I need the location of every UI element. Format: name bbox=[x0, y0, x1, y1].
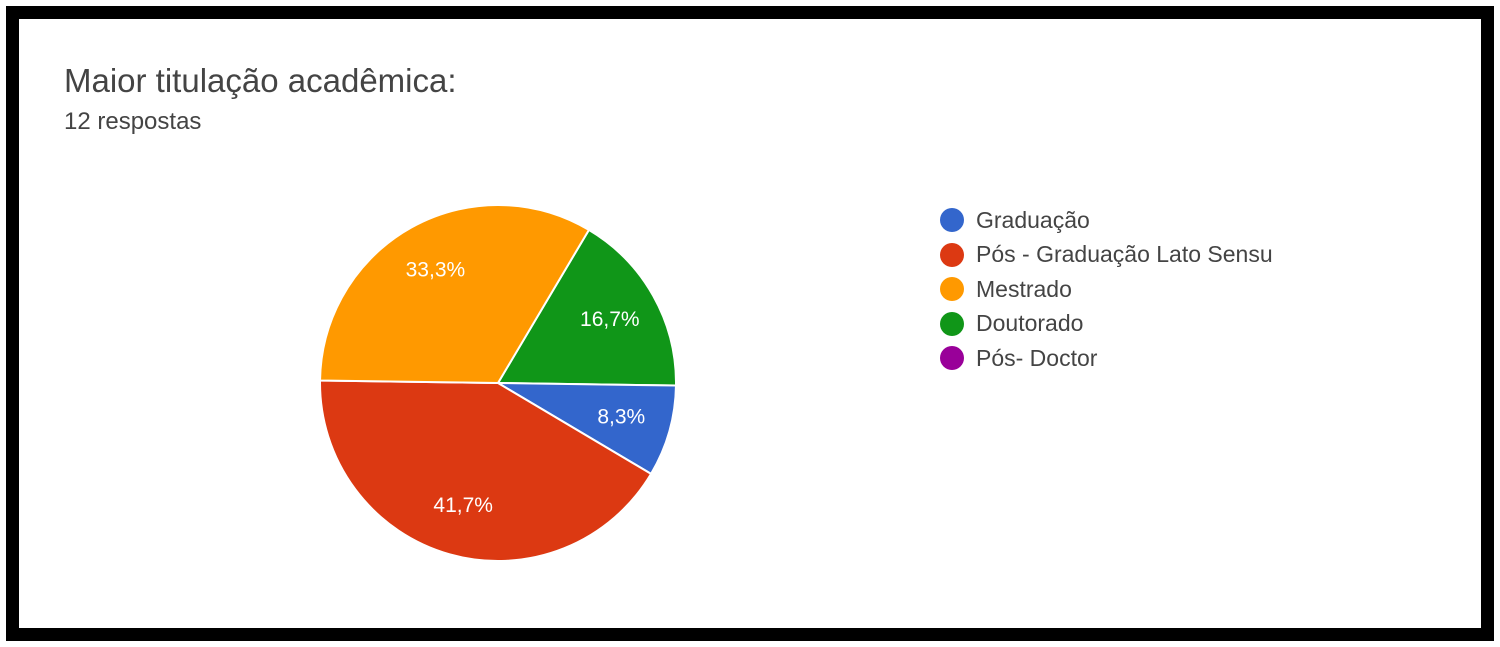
svg-text:8,3%: 8,3% bbox=[597, 405, 645, 428]
svg-text:16,7%: 16,7% bbox=[580, 308, 640, 331]
svg-text:41,7%: 41,7% bbox=[433, 494, 493, 517]
svg-text:33,3%: 33,3% bbox=[406, 259, 466, 282]
